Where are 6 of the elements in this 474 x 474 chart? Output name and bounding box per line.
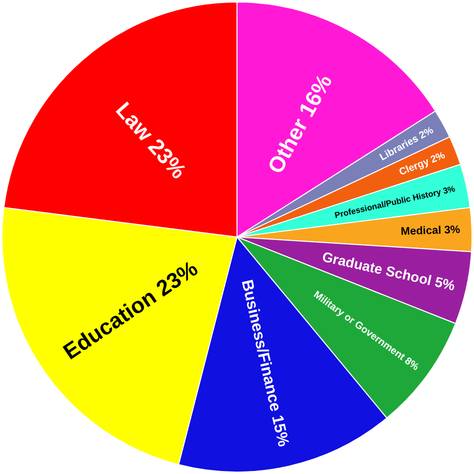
data-label: 15% — [268, 414, 292, 448]
data-label: 3% — [442, 183, 456, 196]
data-label: 3% — [440, 224, 461, 237]
slice-label: Graduate School — [320, 248, 434, 288]
data-label: 5% — [433, 273, 457, 294]
slice-label: Medical — [400, 224, 442, 238]
